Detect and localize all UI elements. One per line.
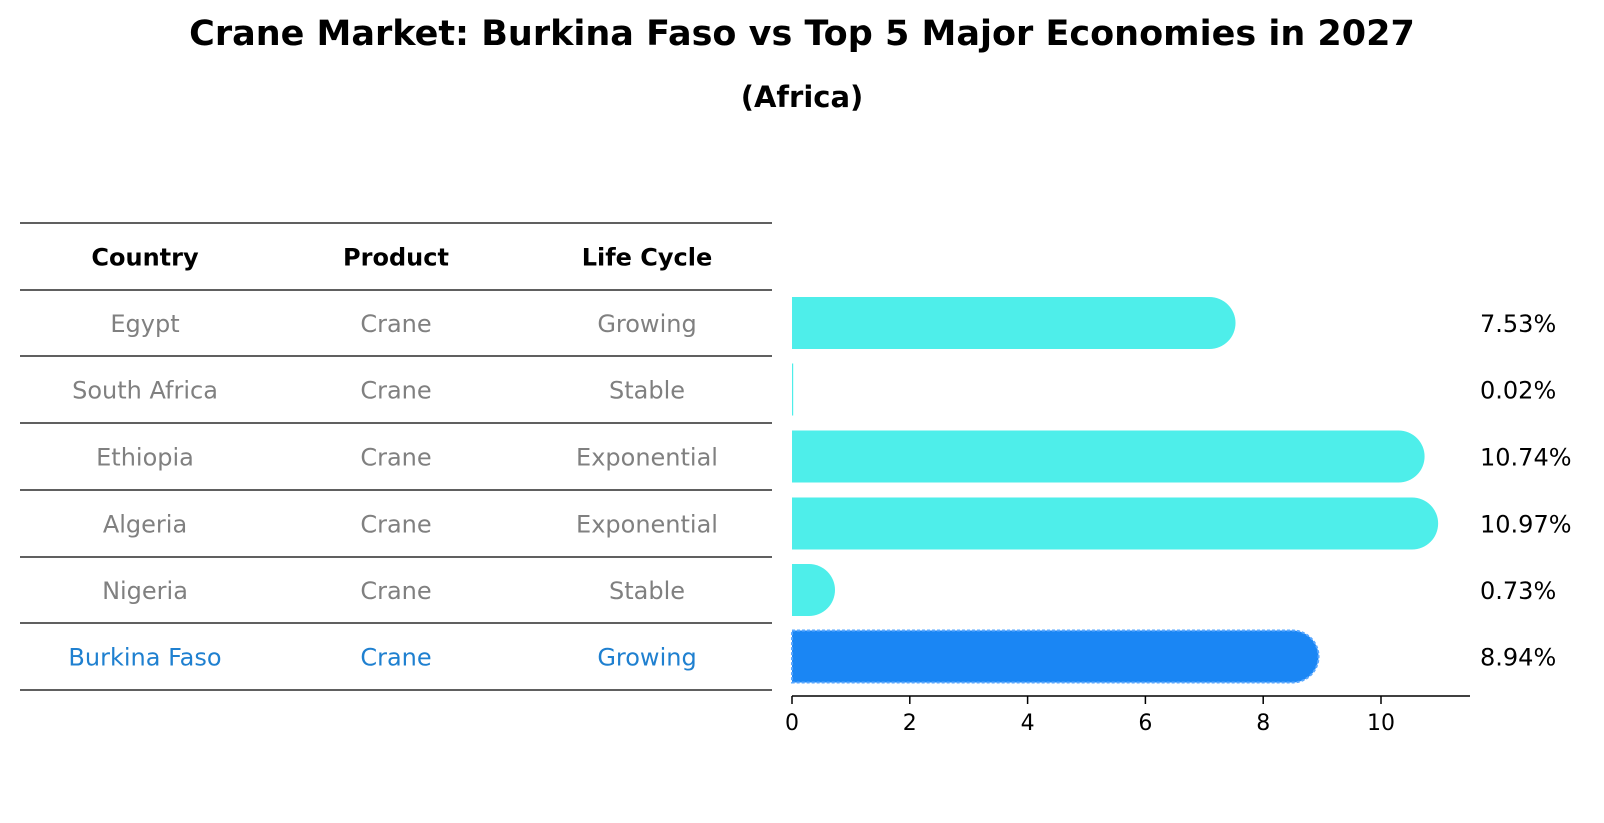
bar-value-label: 8.94% xyxy=(1480,644,1556,672)
table-cell-product: Crane xyxy=(360,377,431,405)
bar-value-label: 10.74% xyxy=(1480,444,1572,472)
table-header-1: Product xyxy=(343,244,449,272)
bar-burkina-faso xyxy=(791,629,1320,684)
bar-ethiopia xyxy=(792,430,1425,483)
bar-value-label: 7.53% xyxy=(1480,310,1556,338)
table-cell-country: Algeria xyxy=(103,511,187,539)
table-cell-country: South Africa xyxy=(72,377,218,405)
table-cell-product: Crane xyxy=(360,444,431,472)
x-tick-label: 4 xyxy=(1021,711,1035,736)
x-tick-label: 0 xyxy=(785,711,799,736)
table-cell-country: Nigeria xyxy=(102,577,188,605)
bar-south-africa xyxy=(792,363,794,416)
bar-value-label: 0.02% xyxy=(1480,377,1556,405)
x-tick-label: 8 xyxy=(1256,711,1270,736)
bar-value-label: 10.97% xyxy=(1480,511,1572,539)
bar-egypt xyxy=(792,297,1236,349)
table-cell-country: Burkina Faso xyxy=(68,644,221,672)
table-cell-life-cycle: Growing xyxy=(597,644,696,672)
table-cell-product: Crane xyxy=(360,511,431,539)
table-cell-product: Crane xyxy=(360,644,431,672)
bar-algeria xyxy=(792,497,1439,550)
bar-value-label: 0.73% xyxy=(1480,577,1556,605)
x-tick-label: 2 xyxy=(903,711,917,736)
table-cell-country: Egypt xyxy=(110,310,179,338)
table-cell-life-cycle: Exponential xyxy=(576,444,718,472)
table-cell-product: Crane xyxy=(360,310,431,338)
table-cell-product: Crane xyxy=(360,577,431,605)
table-cell-country: Ethiopia xyxy=(96,444,194,472)
table-cell-life-cycle: Growing xyxy=(597,310,696,338)
x-tick-label: 10 xyxy=(1367,711,1395,736)
table-header-2: Life Cycle xyxy=(582,244,713,272)
table-header-0: Country xyxy=(91,244,199,272)
chart-title: Crane Market: Burkina Faso vs Top 5 Majo… xyxy=(189,14,1415,54)
bar-nigeria xyxy=(792,564,835,616)
chart-subtitle: (Africa) xyxy=(740,80,864,114)
table-cell-life-cycle: Stable xyxy=(609,577,685,605)
table-cell-life-cycle: Stable xyxy=(609,377,685,405)
x-tick-label: 6 xyxy=(1138,711,1152,736)
table-cell-life-cycle: Exponential xyxy=(576,511,718,539)
